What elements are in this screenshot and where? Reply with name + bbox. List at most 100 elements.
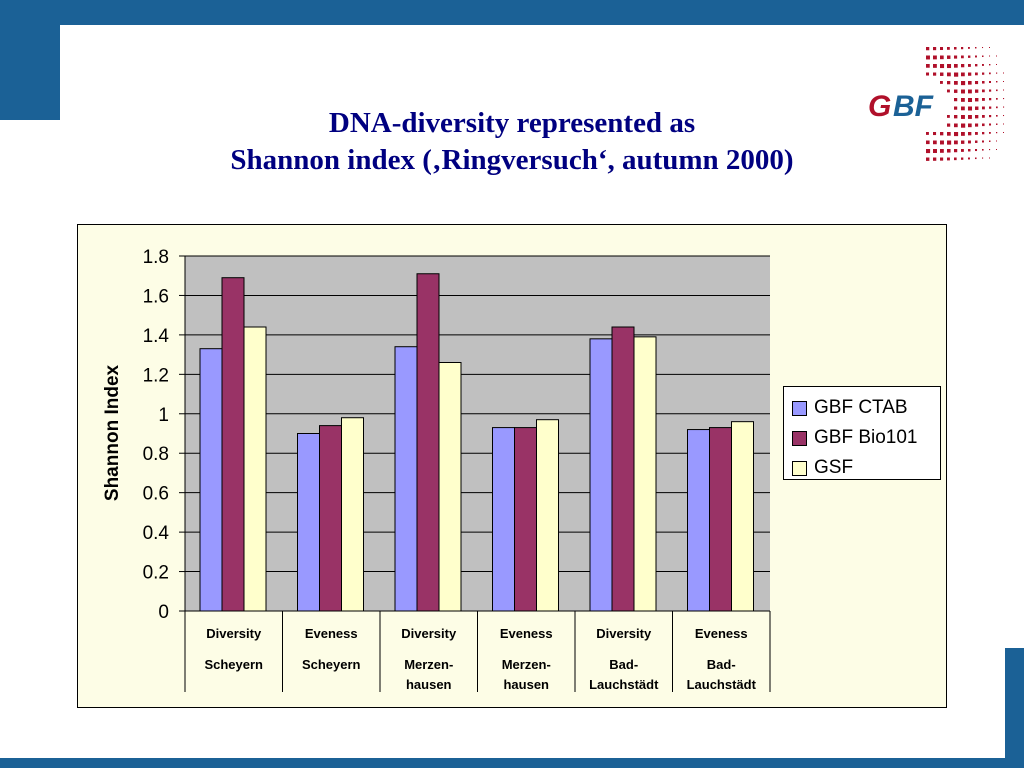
legend-item: GSF xyxy=(792,453,940,483)
logo-dot xyxy=(940,140,944,145)
logo-dot xyxy=(968,89,972,94)
logo-dot xyxy=(1003,123,1004,125)
category-label: hausen xyxy=(406,677,452,692)
logo-dot xyxy=(982,55,984,58)
logo-dot xyxy=(968,98,973,103)
logo-dot xyxy=(996,98,998,100)
logo-dot xyxy=(1003,98,1005,100)
logo-dot xyxy=(975,140,978,143)
logo-dot xyxy=(961,64,965,68)
logo-dot xyxy=(968,149,971,152)
logo-dot xyxy=(947,123,951,127)
logo-dot xyxy=(926,72,930,76)
logo-dot xyxy=(968,64,971,67)
logo-dot xyxy=(975,106,979,110)
logo-dot xyxy=(982,64,984,66)
logo-dot xyxy=(954,89,958,93)
logo-dot xyxy=(996,140,997,142)
category-label: Bad- xyxy=(707,657,736,672)
logo-dot xyxy=(982,47,984,49)
logo-dot xyxy=(989,132,991,134)
logo-dot xyxy=(961,81,966,86)
logo-dot xyxy=(961,149,964,152)
logo-dot xyxy=(968,81,972,85)
logo-dot xyxy=(926,132,929,135)
logo-dot xyxy=(961,106,965,111)
bar-gbf-bio101 xyxy=(416,273,440,612)
logo-dot xyxy=(947,140,952,145)
logo-dot xyxy=(954,81,958,85)
logo-dot xyxy=(975,157,977,160)
logo-dot xyxy=(982,72,985,75)
bar-gsf xyxy=(731,421,754,612)
logo-dot xyxy=(989,157,990,159)
y-tick-label: 1.8 xyxy=(143,247,169,268)
top-left-block xyxy=(0,0,60,120)
bar-gbf-ctab xyxy=(492,427,515,612)
bar-gsf xyxy=(341,417,364,612)
logo-dot xyxy=(954,115,958,119)
bar-gbf-bio101 xyxy=(611,326,635,612)
logo-dot xyxy=(996,149,997,150)
logo-dot xyxy=(940,132,944,136)
logo-dot xyxy=(933,157,937,161)
logo-dot xyxy=(989,149,991,151)
legend-item: GBF Bio101 xyxy=(792,423,940,453)
logo-dot xyxy=(947,132,951,136)
category-label: Lauchstädt xyxy=(687,677,757,692)
logo-dot xyxy=(996,123,998,125)
category-label: Diversity xyxy=(596,626,652,641)
logo-dot xyxy=(996,81,998,83)
logo-dot xyxy=(1003,132,1004,133)
legend-swatch xyxy=(792,460,807,476)
logo-dot xyxy=(933,55,937,60)
logo-dot xyxy=(947,157,950,161)
y-tick-label: 0.2 xyxy=(143,563,169,584)
bar-gbf-ctab xyxy=(199,348,223,612)
logo-dot xyxy=(954,98,958,102)
logo-dot xyxy=(982,149,984,151)
top-bar xyxy=(0,0,1024,25)
logo-dot xyxy=(982,140,984,143)
logo-dot xyxy=(940,64,945,69)
logo-dot xyxy=(975,89,979,93)
logo-dot xyxy=(968,115,972,119)
category-label: Eveness xyxy=(305,626,358,641)
logo-dot xyxy=(1003,106,1005,108)
category-label: Scheyern xyxy=(302,657,361,672)
logo-dot xyxy=(961,47,964,50)
logo-dot xyxy=(982,89,985,93)
bar-gbf-bio101 xyxy=(514,427,537,612)
logo-dot xyxy=(961,132,965,136)
y-tick-label: 0.6 xyxy=(143,484,169,505)
bottom-bar xyxy=(0,758,1024,768)
logo-dot xyxy=(954,123,958,128)
logo-dot xyxy=(947,55,951,59)
logo-dot xyxy=(954,157,957,161)
logo-dot xyxy=(954,72,959,77)
title-line-1: DNA-diversity represented as xyxy=(328,107,696,139)
bar-gbf-bio101 xyxy=(319,425,342,612)
logo-dot xyxy=(989,47,990,48)
logo-text-bf: BF xyxy=(893,90,934,123)
title-line-2: Shannon index (‚Ringversuch‘, autumn 200… xyxy=(230,144,794,176)
logo-dot xyxy=(961,72,965,77)
legend-item: GBF CTAB xyxy=(792,393,940,423)
logo-dot xyxy=(968,72,972,76)
logo-dot xyxy=(989,89,992,92)
logo-dot xyxy=(989,98,992,101)
category-label: Diversity xyxy=(206,626,262,641)
legend-swatch xyxy=(792,430,807,446)
logo-text-g: G xyxy=(868,90,891,123)
logo-dot xyxy=(975,115,979,119)
bar-gbf-bio101 xyxy=(221,277,245,612)
logo-dot xyxy=(975,98,979,102)
logo-dot xyxy=(961,157,964,160)
logo-dot xyxy=(947,149,951,153)
logo-dot xyxy=(947,47,950,50)
logo-dot xyxy=(933,140,937,145)
logo-dot xyxy=(996,115,998,117)
logo-dot xyxy=(975,47,977,49)
logo-dot xyxy=(982,115,985,118)
category-label: Eveness xyxy=(695,626,748,641)
